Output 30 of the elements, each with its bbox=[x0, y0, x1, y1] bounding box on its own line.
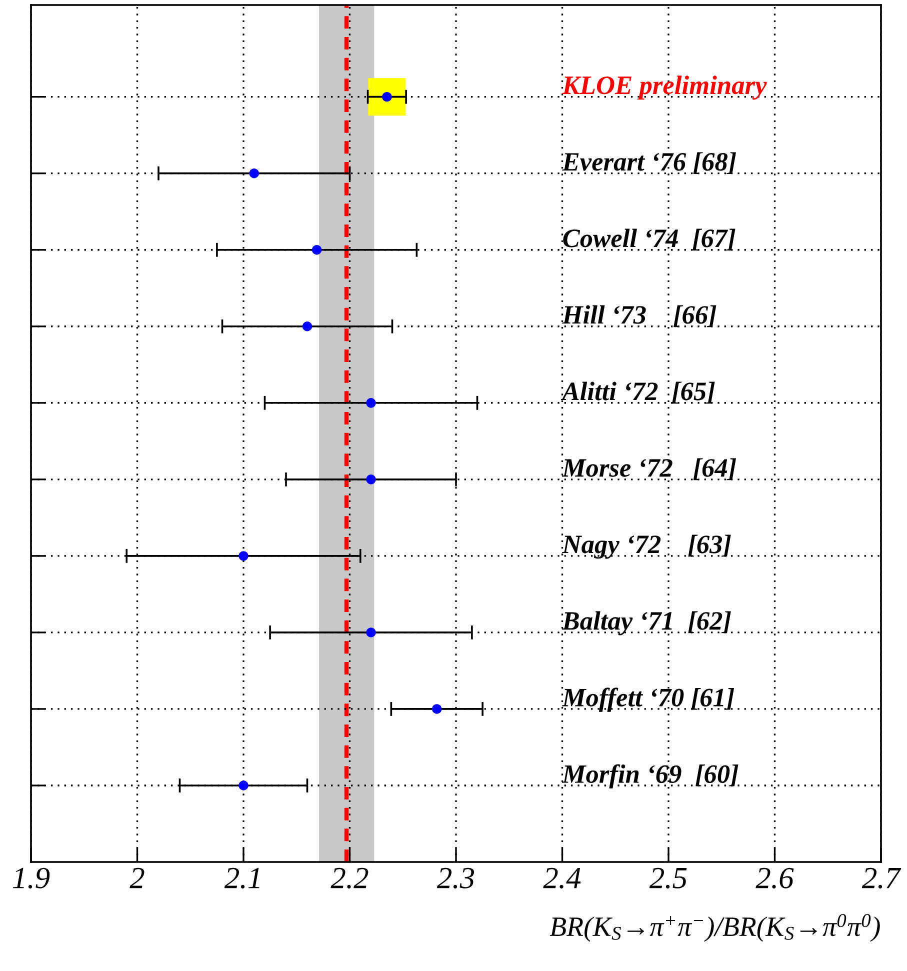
point bbox=[238, 551, 248, 561]
text: BR(K$_{S}$→π$^{+}$π$^{−}$)/BR(K$_{S}$→π$^{0}$π$^{0}$) bbox=[550, 914, 880, 942]
point bbox=[302, 322, 312, 332]
y-tick-label: Morse ‘72 [64] bbox=[562, 458, 736, 480]
point bbox=[249, 168, 259, 178]
point bbox=[368, 78, 406, 116]
x-tick-label: 2.4 bbox=[543, 868, 581, 888]
x-tick-label: 2.7 bbox=[862, 868, 902, 888]
x-tick-label: 2.1 bbox=[224, 868, 260, 888]
y-tick-label: KLOE preliminary bbox=[562, 76, 767, 100]
point bbox=[366, 628, 376, 638]
x-tick-label: 2.2 bbox=[330, 868, 368, 888]
y-tick-label: Everart ‘76 [68] bbox=[562, 152, 736, 174]
y-tick-label: Cowell ‘74 [67] bbox=[563, 228, 736, 251]
x-tick-label: 2.3 bbox=[436, 868, 474, 888]
x-tick-label: 2.5 bbox=[649, 868, 687, 888]
y-tick-label: Alitti ‘72 [65] bbox=[560, 382, 715, 404]
point bbox=[238, 780, 248, 790]
point bbox=[312, 244, 322, 255]
x-tick-label: 2.6 bbox=[756, 868, 794, 888]
point bbox=[366, 398, 376, 408]
y-tick-label: Baltay ‘71 [62] bbox=[562, 611, 731, 636]
y-tick-label: Moffett ‘70 [61] bbox=[562, 688, 734, 712]
point bbox=[432, 704, 442, 714]
point bbox=[366, 474, 376, 484]
x-tick-label: 1.9 bbox=[12, 868, 50, 888]
y-tick-label: Hill ‘73 [66] bbox=[562, 305, 716, 328]
y-tick-label: Morfin ‘69 [60] bbox=[562, 764, 738, 788]
x-tick-label: 2 bbox=[130, 868, 144, 888]
y-tick-label: Nagy ‘72 [63] bbox=[562, 534, 731, 559]
